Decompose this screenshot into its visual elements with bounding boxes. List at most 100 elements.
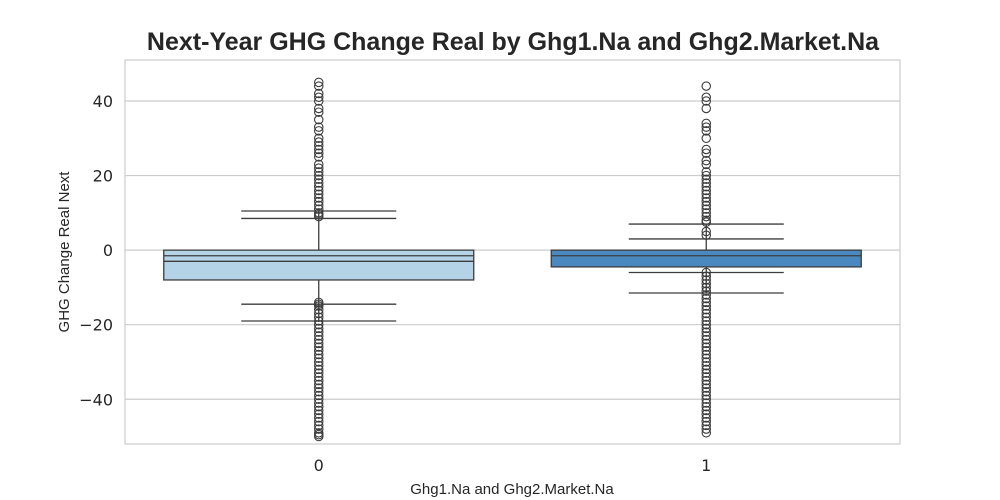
outlier-point	[701, 364, 711, 375]
outlier-point	[701, 346, 711, 356]
outlier-point	[701, 428, 711, 438]
outlier-point	[701, 208, 711, 218]
outlier-point	[313, 387, 324, 397]
outlier-point	[701, 416, 711, 427]
tick-layer: −40 −20 0 20 40 0 1	[79, 92, 711, 475]
outlier-point	[701, 217, 711, 227]
box-iqr	[163, 249, 475, 281]
outlier-point	[701, 334, 711, 345]
y-tick-label: −40	[79, 390, 113, 409]
outlier-point	[701, 413, 711, 423]
outlier-point	[701, 409, 711, 419]
chart-title: Next-Year GHG Change Real by Ghg1.Na and…	[146, 28, 880, 56]
outlier-point	[313, 77, 324, 88]
outlier-point	[701, 185, 711, 196]
outlier-point	[313, 405, 324, 416]
outlier-point	[313, 103, 324, 114]
outlier-point	[313, 92, 324, 103]
outlier-point	[313, 137, 324, 147]
outlier-point	[313, 140, 324, 151]
outlier-point	[313, 346, 324, 356]
outlier-point	[313, 353, 324, 364]
outlier-point	[313, 394, 324, 405]
outlier-point	[701, 290, 711, 300]
outlier-point	[701, 394, 711, 405]
outlier-point	[313, 372, 324, 382]
outlier-point	[313, 159, 324, 170]
outlier-point	[701, 81, 711, 91]
outlier-point	[313, 360, 324, 371]
outlier-point	[701, 379, 711, 390]
outlier-point	[701, 319, 711, 330]
outlier-point	[701, 189, 711, 199]
outlier-point	[701, 357, 711, 367]
outlier-point	[701, 308, 711, 319]
outlier-point	[701, 226, 711, 237]
outlier-point	[313, 114, 324, 125]
outlier-point	[701, 368, 711, 378]
outlier-point	[701, 424, 711, 434]
outlier-point	[313, 349, 324, 360]
outlier-point	[701, 275, 711, 285]
outlier-point	[313, 107, 324, 117]
outlier-point	[701, 200, 711, 211]
outlier-point	[701, 182, 711, 192]
outlier-point	[313, 200, 324, 211]
outlier-point	[701, 170, 711, 181]
outlier-point	[701, 390, 711, 401]
outlier-point	[701, 297, 711, 308]
outlier-point	[701, 144, 711, 155]
outlier-point	[701, 211, 711, 222]
y-axis-label: GHG Change Real Next	[56, 171, 73, 333]
outlier-point	[701, 118, 711, 129]
outlier-point	[313, 308, 324, 319]
outlier-point	[701, 331, 711, 341]
outlier-point	[313, 429, 324, 440]
x-axis-label: Ghg1.Na and Ghg2.Market.Na	[410, 481, 614, 498]
outlier-point	[313, 327, 324, 337]
outlier-point	[313, 148, 324, 158]
outlier-point	[313, 424, 324, 434]
outlier-point	[313, 342, 324, 352]
outlier-point	[313, 182, 324, 192]
outlier-point	[701, 167, 711, 177]
outlier-point	[701, 267, 711, 278]
outlier-point	[701, 286, 711, 296]
outlier-point	[313, 364, 324, 375]
outlier-point	[313, 178, 324, 188]
outlier-point	[701, 401, 711, 412]
outlier-point	[701, 155, 711, 166]
outlier-point	[701, 96, 711, 106]
outlier-point	[313, 431, 324, 442]
outlier-point	[701, 338, 711, 349]
outlier-point	[313, 301, 324, 311]
y-tick-label: 40	[93, 92, 113, 111]
outlier-point	[313, 398, 324, 408]
box-iqr	[550, 249, 862, 268]
outlier-point	[701, 360, 711, 371]
outlier-point	[313, 368, 324, 378]
box-group-0	[163, 77, 475, 442]
outlier-point	[313, 319, 324, 330]
outlier-point	[313, 211, 324, 222]
outlier-point	[701, 342, 711, 352]
outlier-point	[701, 398, 711, 408]
outlier-point	[701, 327, 711, 337]
outlier-point	[313, 413, 324, 423]
outlier-point	[313, 379, 324, 390]
outlier-point	[313, 185, 324, 196]
outlier-point	[701, 230, 711, 240]
outlier-point	[701, 174, 711, 185]
outlier-point	[701, 405, 711, 416]
outlier-point	[313, 383, 324, 393]
outlier-point	[313, 331, 324, 341]
outlier-point	[313, 81, 324, 91]
outlier-point	[701, 372, 711, 382]
outlier-point	[313, 96, 324, 106]
outlier-point	[701, 312, 711, 322]
outlier-point	[313, 316, 324, 326]
outlier-point	[313, 196, 324, 207]
outlier-point	[701, 305, 711, 315]
outlier-point	[701, 126, 711, 136]
outlier-point	[313, 390, 324, 401]
